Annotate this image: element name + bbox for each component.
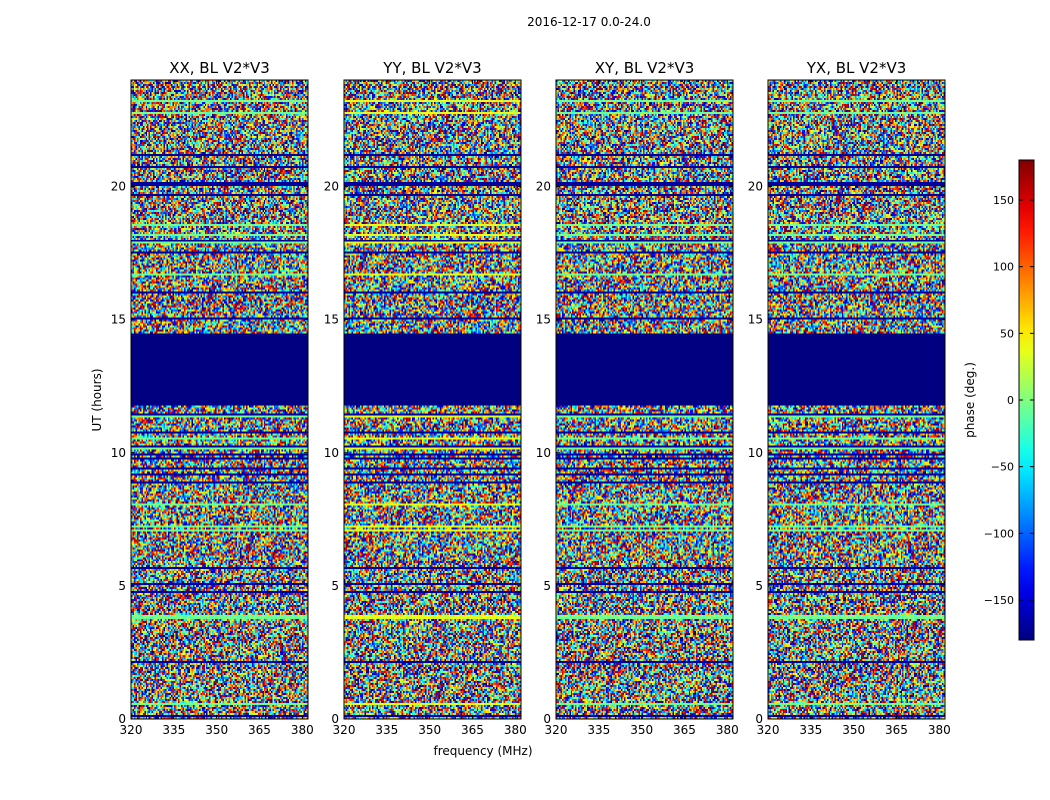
y-tick-label: 20: [536, 180, 551, 194]
panel-1: XX, BL V2*V3 320 335 350 365 380 0 5 10 15 20: [111, 59, 314, 737]
panel-3-title: XY, BL V2*V3: [595, 59, 695, 77]
y-tick-label: 20: [111, 180, 126, 194]
panel-3-frame: [555, 79, 734, 720]
colorbar-tick-label: 0: [1007, 394, 1014, 407]
panel-4-title: YX, BL V2*V3: [806, 59, 907, 77]
y-tick-label: 5: [543, 579, 551, 593]
y-tick-label: 10: [324, 446, 339, 460]
y-tick-label: 10: [536, 446, 551, 460]
x-tick-label: 350: [630, 723, 653, 737]
colorbar-tick-label: −50: [991, 461, 1014, 474]
y-tick-label: 0: [755, 712, 763, 726]
x-tick-label: 365: [885, 723, 908, 737]
panel-1-heatmap: [131, 80, 308, 719]
y-tick-label: 5: [331, 579, 339, 593]
x-tick-label: 320: [120, 723, 143, 737]
colorbar-label: phase (deg.): [963, 362, 977, 438]
colorbar-tick-label: −150: [984, 594, 1014, 607]
x-tick-label: 320: [757, 723, 780, 737]
y-tick-label: 0: [331, 712, 339, 726]
y-axis-label: UT (hours): [90, 368, 104, 431]
figure-suptitle: 2016-12-17 0.0-24.0: [527, 15, 651, 29]
x-tick-label: 335: [587, 723, 610, 737]
colorbar-tick-label: 150: [993, 194, 1014, 207]
y-tick-label: 0: [543, 712, 551, 726]
panel-1-frame: [130, 79, 309, 720]
panel-2-title: YY, BL V2*V3: [382, 59, 481, 77]
panel-3-heatmap: [556, 80, 733, 719]
y-tick-label: 15: [324, 313, 339, 327]
x-tick-label: 335: [162, 723, 185, 737]
panel-4-heatmap: [768, 80, 945, 719]
x-axis-label: frequency (MHz): [433, 744, 532, 758]
y-tick-label: 5: [755, 579, 763, 593]
panel-3: XY, BL V2*V3 320 335 350 365 380 0 5 10 15 20: [536, 59, 739, 737]
y-tick-label: 10: [748, 446, 763, 460]
y-tick-label: 20: [748, 180, 763, 194]
panel-2: YY, BL V2*V3 320 335 350 365 380 0 5 10 15 20: [324, 59, 527, 737]
panel-1-title: XX, BL V2*V3: [169, 59, 270, 77]
y-tick-label: 0: [118, 712, 126, 726]
x-tick-label: 320: [545, 723, 568, 737]
colorbar-tick-label: 50: [1000, 327, 1014, 340]
y-tick-label: 20: [324, 180, 339, 194]
panel-4-frame: [767, 79, 946, 720]
y-tick-label: 15: [748, 313, 763, 327]
y-tick-label: 15: [111, 313, 126, 327]
x-tick-label: 365: [248, 723, 271, 737]
x-tick-label: 380: [504, 723, 527, 737]
y-tick-label: 5: [118, 579, 126, 593]
x-tick-label: 350: [418, 723, 441, 737]
x-tick-label: 380: [928, 723, 951, 737]
y-tick-label: 10: [111, 446, 126, 460]
colorbar-tick-label: −100: [984, 527, 1014, 540]
colorbar-tick-label: 100: [993, 261, 1014, 274]
colorbar: −150 −100 −50 0 50 100 150: [984, 159, 1035, 641]
x-tick-label: 335: [799, 723, 822, 737]
x-tick-label: 365: [461, 723, 484, 737]
x-tick-label: 350: [842, 723, 865, 737]
x-tick-label: 320: [333, 723, 356, 737]
panel-2-heatmap: [344, 80, 521, 719]
x-tick-label: 380: [291, 723, 314, 737]
x-tick-label: 380: [716, 723, 739, 737]
panel-2-frame: [343, 79, 522, 720]
x-tick-label: 365: [673, 723, 696, 737]
y-tick-label: 15: [536, 313, 551, 327]
x-tick-label: 335: [375, 723, 398, 737]
x-tick-label: 350: [205, 723, 228, 737]
panel-4: YX, BL V2*V3 320 335 350 365 380 0 5 10 15 20: [748, 59, 951, 737]
